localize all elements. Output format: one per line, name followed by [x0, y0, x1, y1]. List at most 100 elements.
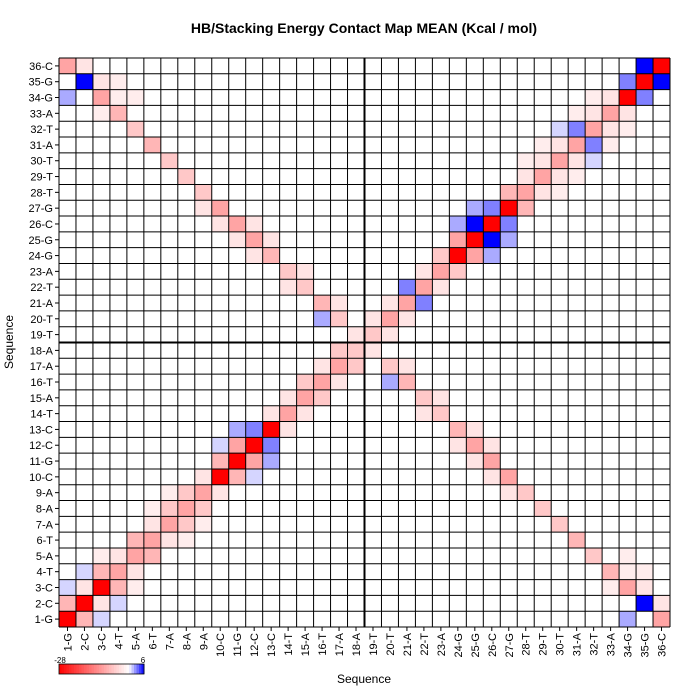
x-tick-label: 22-T — [419, 633, 431, 656]
heatmap-cell — [381, 326, 399, 343]
y-tick-label: 34-G — [29, 93, 53, 105]
heatmap-cell — [602, 121, 620, 138]
heatmap-cell — [211, 468, 229, 485]
heatmap-cell — [568, 532, 586, 548]
heatmap-cell — [619, 73, 637, 90]
heatmap-cell — [160, 152, 178, 169]
heatmap-cell — [262, 421, 280, 438]
heatmap-cell — [228, 437, 246, 454]
heatmap-cell — [466, 216, 484, 232]
heatmap-cell — [177, 500, 195, 517]
color-scale-step — [119, 664, 122, 674]
color-scale-step — [76, 664, 80, 674]
heatmap-cell — [602, 563, 620, 580]
x-tick-label: 35-G — [640, 633, 652, 657]
heatmap-cell — [449, 421, 467, 438]
heatmap-cell — [585, 121, 603, 138]
heatmap-cell — [228, 231, 246, 248]
y-tick-label: 2-C — [35, 598, 53, 610]
heatmap-cell — [398, 295, 416, 311]
chart-title: HB/Stacking Energy Contact Map MEAN (Kca… — [191, 20, 537, 36]
heatmap-cell — [602, 137, 620, 153]
x-tick-label: 20-T — [385, 633, 397, 656]
color-scale-step — [134, 664, 137, 674]
heatmap-cell — [449, 247, 467, 264]
heatmap-cell — [330, 342, 348, 359]
heatmap-cell — [262, 437, 280, 454]
heatmap-cell — [568, 121, 586, 138]
heatmap-cell — [109, 105, 127, 122]
x-tick-label: 2-C — [79, 633, 91, 651]
y-tick-label: 28-T — [30, 187, 53, 199]
y-tick-label: 18-A — [30, 345, 54, 357]
heatmap-cell — [160, 484, 178, 501]
heatmap-cell — [619, 121, 637, 138]
color-scale-step — [141, 664, 145, 674]
y-tick-labels: 1-G 2-C 3-C 4-T 5-A 6-T 7-A 8-A 9-A 10-C 11-G 12-C 1… — [29, 61, 59, 626]
y-tick-label: 10-C — [29, 472, 53, 484]
heatmap-cell — [296, 389, 314, 406]
x-tick-label: 19-T — [368, 633, 380, 656]
heatmap-cell — [551, 168, 569, 185]
x-tick-label: 3-C — [96, 633, 108, 651]
heatmap-cell — [534, 184, 552, 201]
x-tick-label: 6-T — [147, 633, 159, 650]
y-tick-label: 19-T — [30, 330, 53, 342]
y-tick-label: 25-G — [29, 235, 53, 247]
heatmap-cell — [92, 563, 110, 580]
x-tick-label: 10-C — [215, 633, 227, 657]
heatmap-cell — [347, 358, 365, 375]
color-scale-step — [94, 664, 97, 674]
heatmap-cell — [143, 500, 161, 517]
y-tick-label: 20-T — [30, 314, 53, 326]
y-tick-label: 13-C — [29, 424, 53, 436]
x-tick-label: 29-T — [538, 633, 550, 656]
heatmap-cell — [381, 358, 399, 375]
heatmap-cell — [483, 247, 501, 264]
heatmap-cell — [585, 105, 603, 122]
heatmap-cell — [466, 231, 484, 248]
heatmap-cell — [415, 295, 433, 311]
heatmap-cell — [245, 453, 263, 469]
heatmap-cell — [245, 231, 263, 248]
heatmap-cell — [619, 611, 637, 627]
heatmap-cell — [92, 547, 110, 564]
y-tick-label: 22-T — [30, 282, 53, 294]
heatmap-cell — [500, 216, 518, 232]
heatmap-cell — [109, 595, 127, 612]
color-scale-step — [101, 664, 105, 674]
heatmap-cell — [636, 579, 654, 596]
heatmap-cell — [483, 216, 501, 232]
heatmap-cell — [551, 184, 569, 201]
heatmap-cell — [517, 168, 535, 185]
y-tick-label: 30-T — [30, 156, 53, 168]
color-scale-step — [74, 664, 77, 674]
heatmap-cell — [194, 500, 212, 517]
heatmap-cell — [381, 295, 399, 311]
heatmap-grid — [58, 57, 671, 628]
heatmap-cell — [449, 437, 467, 454]
heatmap-cell — [109, 73, 127, 90]
heatmap-cell — [75, 73, 93, 90]
heatmap-cell — [330, 374, 348, 390]
heatmap-cell — [143, 516, 161, 533]
heatmap-cell — [585, 547, 603, 564]
heatmap-cell — [398, 374, 416, 390]
y-tick-label: 11-G — [29, 456, 53, 468]
heatmap-cell — [59, 89, 76, 106]
heatmap-cell — [398, 279, 416, 296]
color-scale-step — [126, 664, 130, 674]
heatmap-cell — [500, 184, 518, 201]
heatmap-cell — [211, 216, 229, 232]
color-scale-step — [59, 664, 62, 674]
heatmap-cell — [126, 89, 144, 106]
heatmap-cell — [568, 105, 586, 122]
heatmap-cell — [194, 484, 212, 501]
heatmap-cell — [177, 168, 195, 185]
heatmap-cell — [177, 484, 195, 501]
x-tick-label: 14-T — [283, 633, 295, 656]
x-tick-label: 16-T — [317, 633, 329, 656]
heatmap-cell — [534, 152, 552, 169]
heatmap-cell — [551, 137, 569, 153]
heatmap-cell — [126, 547, 144, 564]
